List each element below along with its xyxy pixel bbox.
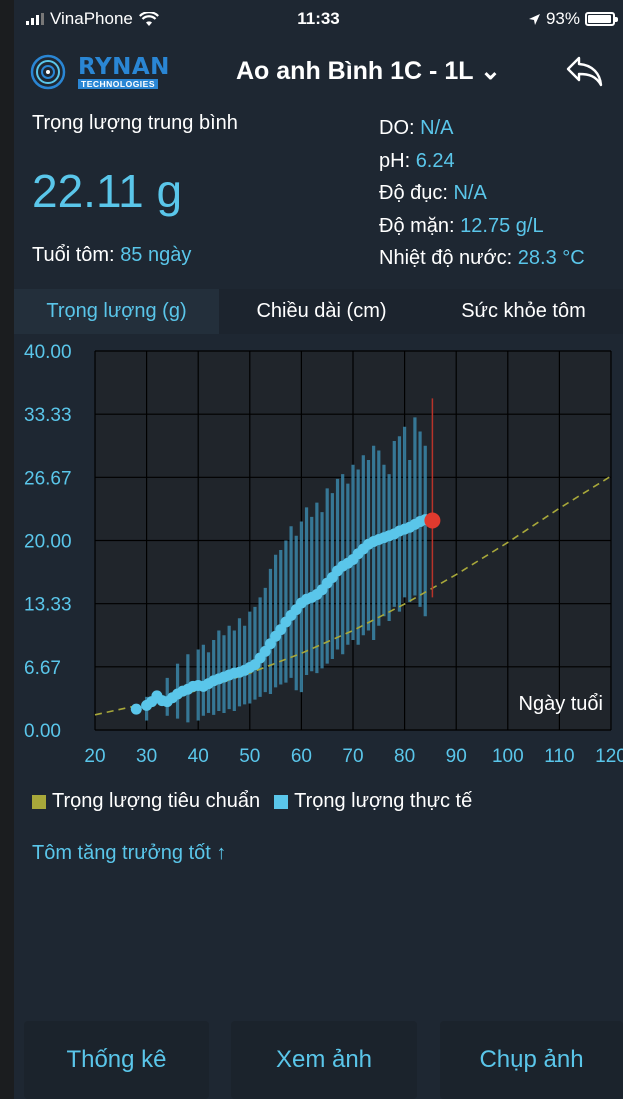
water-metrics: DO: N/A pH: 6.24 Độ đục: N/A Độ mặn: 12.… [379, 112, 585, 275]
logo-subtitle: TECHNOLOGIES [78, 79, 159, 89]
do-label: DO: [379, 117, 421, 139]
rynan-logo: RYNAN TECHNOLOGIES [30, 52, 210, 92]
age-value: 85 ngày [120, 244, 192, 266]
x-tick-label: 40 [188, 746, 209, 767]
x-tick-label: 80 [394, 746, 415, 767]
y-tick-label: 6.67 [24, 658, 61, 679]
weight-chart-svg: 20 30 40 50 60 70 80 90 100 110 120 0.00 6.67 13.33 20… [14, 334, 623, 774]
logo-name: RYNAN [78, 54, 170, 80]
status-bar: VinaPhone 11:33 93% [14, 0, 623, 44]
location-arrow-icon [528, 13, 540, 25]
salinity-label: Độ mặn: [379, 214, 461, 237]
growth-status: Tôm tăng trưởng tốt ↑ [32, 842, 227, 864]
do-row: DO: N/A [379, 112, 585, 145]
temperature-value: 28.3 °C [517, 247, 585, 269]
x-tick-label: 120 [595, 746, 623, 767]
signal-icon [26, 13, 44, 25]
clock: 11:33 [297, 9, 340, 28]
x-tick-label: 30 [136, 746, 157, 767]
temperature-row: Nhiệt độ nước: 28.3 °C [379, 242, 585, 275]
tab-weight[interactable]: Trọng lượng (g) [14, 289, 219, 334]
battery-icon [585, 12, 618, 26]
weight-chart: 20 30 40 50 60 70 80 90 100 110 120 0.00 6.67 13.33 20… [14, 334, 623, 779]
x-tick-label: 70 [342, 746, 363, 767]
take-photo-button[interactable]: Chụp ảnh [440, 1021, 623, 1099]
chart-legend: Trọng lượng tiêu chuẩn Trọng lượng thực … [32, 790, 472, 813]
battery-group: 93% [528, 9, 618, 29]
y-tick-label: 40.00 [24, 342, 72, 363]
x-tick-label: 110 [544, 746, 574, 767]
shrimp-age: Tuổi tôm: 85 ngày [32, 244, 191, 267]
x-tick-label: 50 [239, 746, 260, 767]
logo-swirl-icon [30, 54, 66, 90]
ph-value: 6.24 [415, 149, 455, 172]
y-tick-label: 26.67 [24, 468, 72, 489]
x-axis-label: Ngày tuổi [519, 693, 604, 715]
actual-weight-point [130, 703, 142, 715]
y-tick-label: 0.00 [24, 721, 61, 742]
tab-length[interactable]: Chiều dài (cm) [256, 300, 387, 322]
x-tick-label: 20 [84, 746, 105, 767]
chart-tabs: Trọng lượng (g) Chiều dài (cm) Sức khỏe … [14, 289, 623, 334]
x-tick-label: 100 [492, 746, 524, 767]
battery-percent: 93% [545, 9, 580, 28]
y-tick-label: 13.33 [24, 595, 72, 616]
legend-actual-swatch [274, 794, 289, 809]
temperature-label: Nhiệt độ nước: [379, 247, 518, 269]
legend-standard-swatch [32, 794, 46, 809]
current-weight-point [424, 512, 441, 529]
y-tick-label: 20.00 [24, 532, 72, 553]
x-tick-label: 90 [446, 746, 467, 767]
salinity-row: Độ mặn: 12.75 g/L [379, 210, 585, 243]
view-photos-button[interactable]: Xem ảnh [231, 1021, 417, 1099]
avg-weight-value: 22.11 g [32, 165, 183, 217]
turbidity-value: N/A [453, 182, 487, 204]
app-header: RYNAN TECHNOLOGIES Ao anh Bình 1C - 1L ⌄ [14, 44, 623, 100]
do-value: N/A [420, 117, 454, 139]
x-tick-label: 60 [291, 746, 312, 767]
pond-selector[interactable]: Ao anh Bình 1C - 1L ⌄ [236, 57, 501, 85]
wifi-icon [138, 11, 159, 26]
legend-actual-label: Trọng lượng thực tế [294, 790, 473, 812]
salinity-value: 12.75 g/L [460, 214, 544, 237]
carrier-name: VinaPhone [50, 9, 133, 28]
turbidity-row: Độ đục: N/A [379, 177, 585, 210]
tab-health[interactable]: Sức khỏe tôm [461, 300, 586, 322]
avg-weight-label: Trọng lượng trung bình [32, 112, 238, 134]
y-tick-label: 33.33 [24, 405, 72, 426]
stats-button[interactable]: Thống kê [24, 1021, 209, 1099]
back-icon[interactable] [565, 54, 605, 90]
age-label: Tuổi tôm: [32, 244, 121, 266]
legend-standard-label: Trọng lượng tiêu chuẩn [52, 790, 261, 812]
ph-row: pH: 6.24 [379, 145, 585, 178]
carrier-group: VinaPhone [26, 9, 159, 29]
turbidity-label: Độ đục: [379, 182, 454, 204]
ph-label: pH: [379, 149, 416, 172]
